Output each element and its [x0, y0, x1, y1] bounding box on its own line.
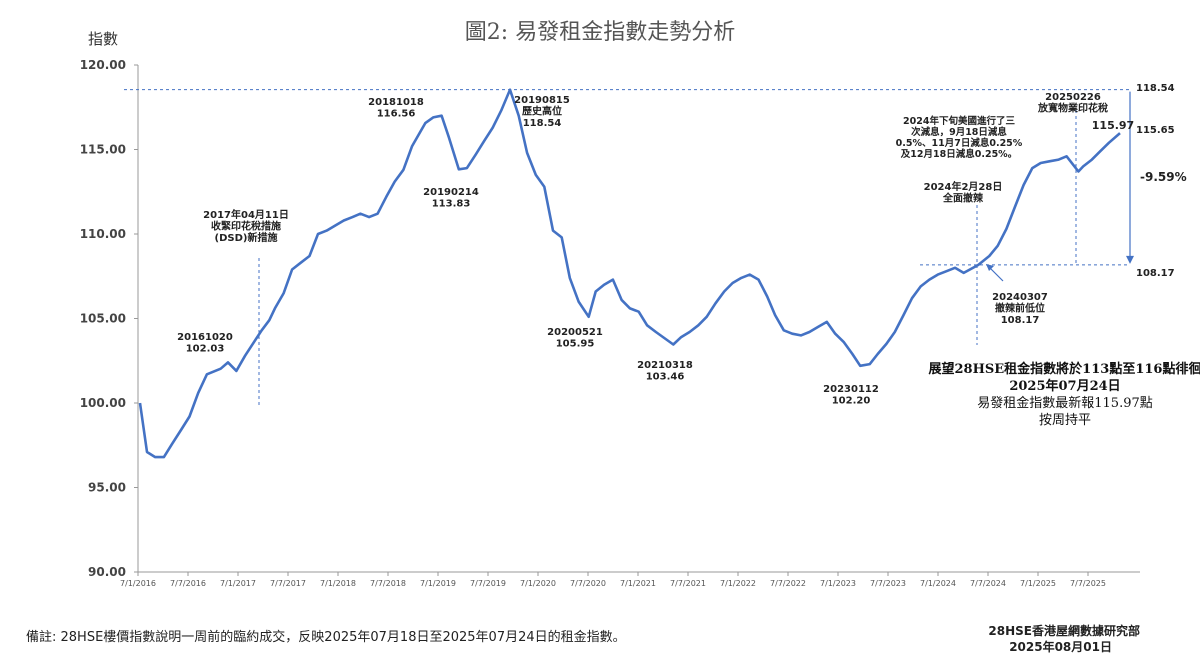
outlook-forecast: 展望28HSE租金指數將於113點至116點徘徊 [928, 362, 1200, 377]
annotation-20230112-line: 20230112 [823, 384, 879, 395]
annotation-relax-2024-line: 2024年2月28日 [924, 180, 1003, 193]
label-drop-percent: -9.59% [1140, 170, 1187, 184]
x-tick-label: 7/7/2025 [1070, 579, 1106, 588]
annotation-20240307-line: 20240307 [992, 292, 1048, 303]
annotation-20250226-line: 放寬物業印花稅 [1037, 102, 1108, 115]
annotation-20190815-high-line: 20190815 [514, 95, 570, 106]
x-tick-label: 7/1/2025 [1020, 579, 1056, 588]
x-tick-label: 7/1/2021 [620, 579, 656, 588]
annotation-20240307-line: 撤辣前低位 [995, 302, 1045, 315]
outlook-weekly-change: 按周持平 [1038, 413, 1091, 428]
y-tick-label: 95.00 [88, 481, 126, 495]
annotation-20200521-line: 20200521 [547, 327, 603, 338]
x-tick-label: 7/1/2018 [320, 579, 356, 588]
label-high-118-54: 118.54 [1136, 83, 1175, 94]
footer-note: 備註: 28HSE樓價指數說明一周前的臨約成交，反映2025年07月18日至20… [26, 630, 626, 645]
drop-arrow-head [1126, 255, 1134, 264]
x-tick-label: 7/7/2023 [870, 579, 906, 588]
annotation-20181018-line: 20181018 [368, 97, 424, 108]
annotation-20190214-line: 20190214 [423, 187, 479, 198]
annotation-20161020-line: 20161020 [177, 332, 233, 343]
annotation-rate-cuts-line: 0.5%、11月7日減息0.25% [896, 137, 1023, 149]
y-tick-label: 115.00 [80, 143, 126, 157]
outlook-date: 2025年07月24日 [1009, 379, 1121, 394]
annotation-20190815-high-line: 歷史高位 [522, 105, 562, 118]
annotation-20210318-line: 103.46 [646, 372, 685, 383]
annotation-20210318-line: 20210318 [637, 360, 693, 371]
outlook-latest: 易發租金指數最新報115.97點 [977, 396, 1153, 411]
x-tick-label: 7/1/2019 [420, 579, 456, 588]
y-axis-unit: 指數 [88, 30, 119, 48]
source-date: 2025年08月01日 [1009, 640, 1112, 654]
annotation-dsd-2017-line: 收緊印花稅措施 [211, 220, 281, 233]
annotation-20240307-line: 108.17 [1001, 315, 1040, 326]
label-low-108-17: 108.17 [1136, 268, 1175, 279]
annotation-20200521-line: 105.95 [556, 339, 595, 350]
annotation-dsd-2017-line: (DSD)新措施 [215, 231, 278, 244]
y-tick-label: 120.00 [80, 58, 126, 72]
y-tick-label: 110.00 [80, 227, 126, 241]
x-tick-label: 7/1/2017 [220, 579, 256, 588]
x-tick-label: 7/7/2019 [470, 579, 506, 588]
x-tick-label: 7/7/2020 [570, 579, 606, 588]
annotation-rate-cuts-line: 次減息，9月18日減息 [911, 126, 1007, 138]
x-tick-label: 7/7/2021 [670, 579, 706, 588]
x-tick-label: 7/1/2016 [120, 579, 156, 588]
annotation-20161020-line: 102.03 [186, 344, 225, 355]
x-tick-label: 7/1/2020 [520, 579, 556, 588]
annotation-dsd-2017-line: 2017年04月11日 [203, 208, 289, 221]
x-tick-label: 7/1/2023 [820, 579, 856, 588]
chart-title: 圖2: 易發租金指數走勢分析 [464, 20, 736, 45]
annotation-rate-cuts-line: 及12月18日減息0.25%。 [901, 148, 1017, 160]
annotation-latest-value: 115.97 [1092, 119, 1134, 132]
annotation-20181018-line: 116.56 [377, 109, 416, 120]
pointer-arrow-shaft [989, 267, 1004, 282]
annotation-20230112-line: 102.20 [832, 396, 871, 407]
x-tick-label: 7/7/2022 [770, 579, 806, 588]
y-tick-label: 90.00 [88, 565, 126, 579]
x-tick-label: 7/1/2022 [720, 579, 756, 588]
series-line-rent-index [138, 88, 1121, 459]
y-tick-label: 105.00 [80, 312, 126, 326]
annotation-rate-cuts-line: 2024年下旬美國進行了三 [903, 115, 1015, 127]
x-tick-label: 7/1/2024 [920, 579, 956, 588]
x-tick-label: 7/7/2018 [370, 579, 406, 588]
annotation-20190815-high-line: 118.54 [523, 118, 562, 129]
label-115-65: 115.65 [1136, 125, 1175, 136]
annotation-20190214-line: 113.83 [432, 199, 471, 210]
source-name: 28HSE香港屋網數據研究部 [988, 624, 1140, 638]
annotation-relax-2024-line: 全面撤辣 [942, 192, 984, 205]
pointer-arrow-head [986, 264, 994, 271]
annotation-20250226-line: 20250226 [1045, 92, 1101, 103]
y-tick-label: 100.00 [80, 396, 126, 410]
x-tick-label: 7/7/2024 [970, 579, 1006, 588]
x-tick-label: 7/7/2016 [170, 579, 206, 588]
x-tick-label: 7/7/2017 [270, 579, 306, 588]
